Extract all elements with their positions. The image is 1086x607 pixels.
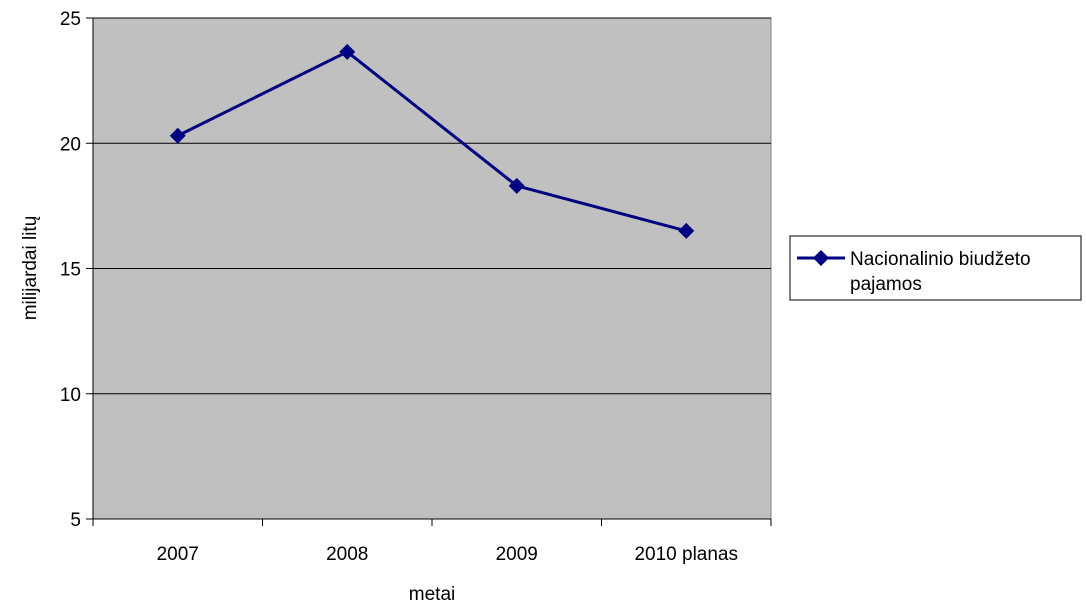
y-axis-ticks: 5 10 15 20 25	[60, 9, 93, 531]
x-tick-label: 2007	[157, 544, 199, 565]
x-axis-title: metai	[409, 584, 455, 605]
y-tick-label: 10	[60, 385, 81, 406]
series-layer	[169, 43, 695, 239]
legend-label: Nacionalinio biudžeto pajamos	[850, 249, 1031, 295]
data-point-diamond	[678, 222, 695, 239]
legend-label-line: Nacionalinio biudžeto	[850, 249, 1031, 270]
y-axis-title: milijardai litų	[20, 216, 41, 321]
y-tick-label: 20	[60, 134, 81, 155]
y-tick-label: 25	[60, 9, 81, 30]
x-tick-label: 2008	[326, 544, 368, 565]
x-axis-ticks: 2007 2008 2009 2010 planas	[92, 519, 772, 565]
legend-box	[789, 235, 1082, 301]
legend-diamond-icon	[813, 250, 829, 266]
legend-label-line: pajamos	[850, 274, 922, 295]
x-tick-label: 2009	[496, 544, 538, 565]
x-tick-label: 2010 planas	[634, 544, 738, 565]
gridlines	[93, 17, 771, 395]
series-line	[177, 50, 687, 233]
data-point-diamond	[169, 127, 186, 144]
y-tick-label: 5	[70, 510, 81, 531]
legend: Nacionalinio biudžeto pajamos	[789, 235, 1082, 301]
y-tick-label: 15	[60, 260, 81, 281]
data-point-diamond	[508, 177, 525, 194]
data-point-diamond	[339, 43, 356, 60]
